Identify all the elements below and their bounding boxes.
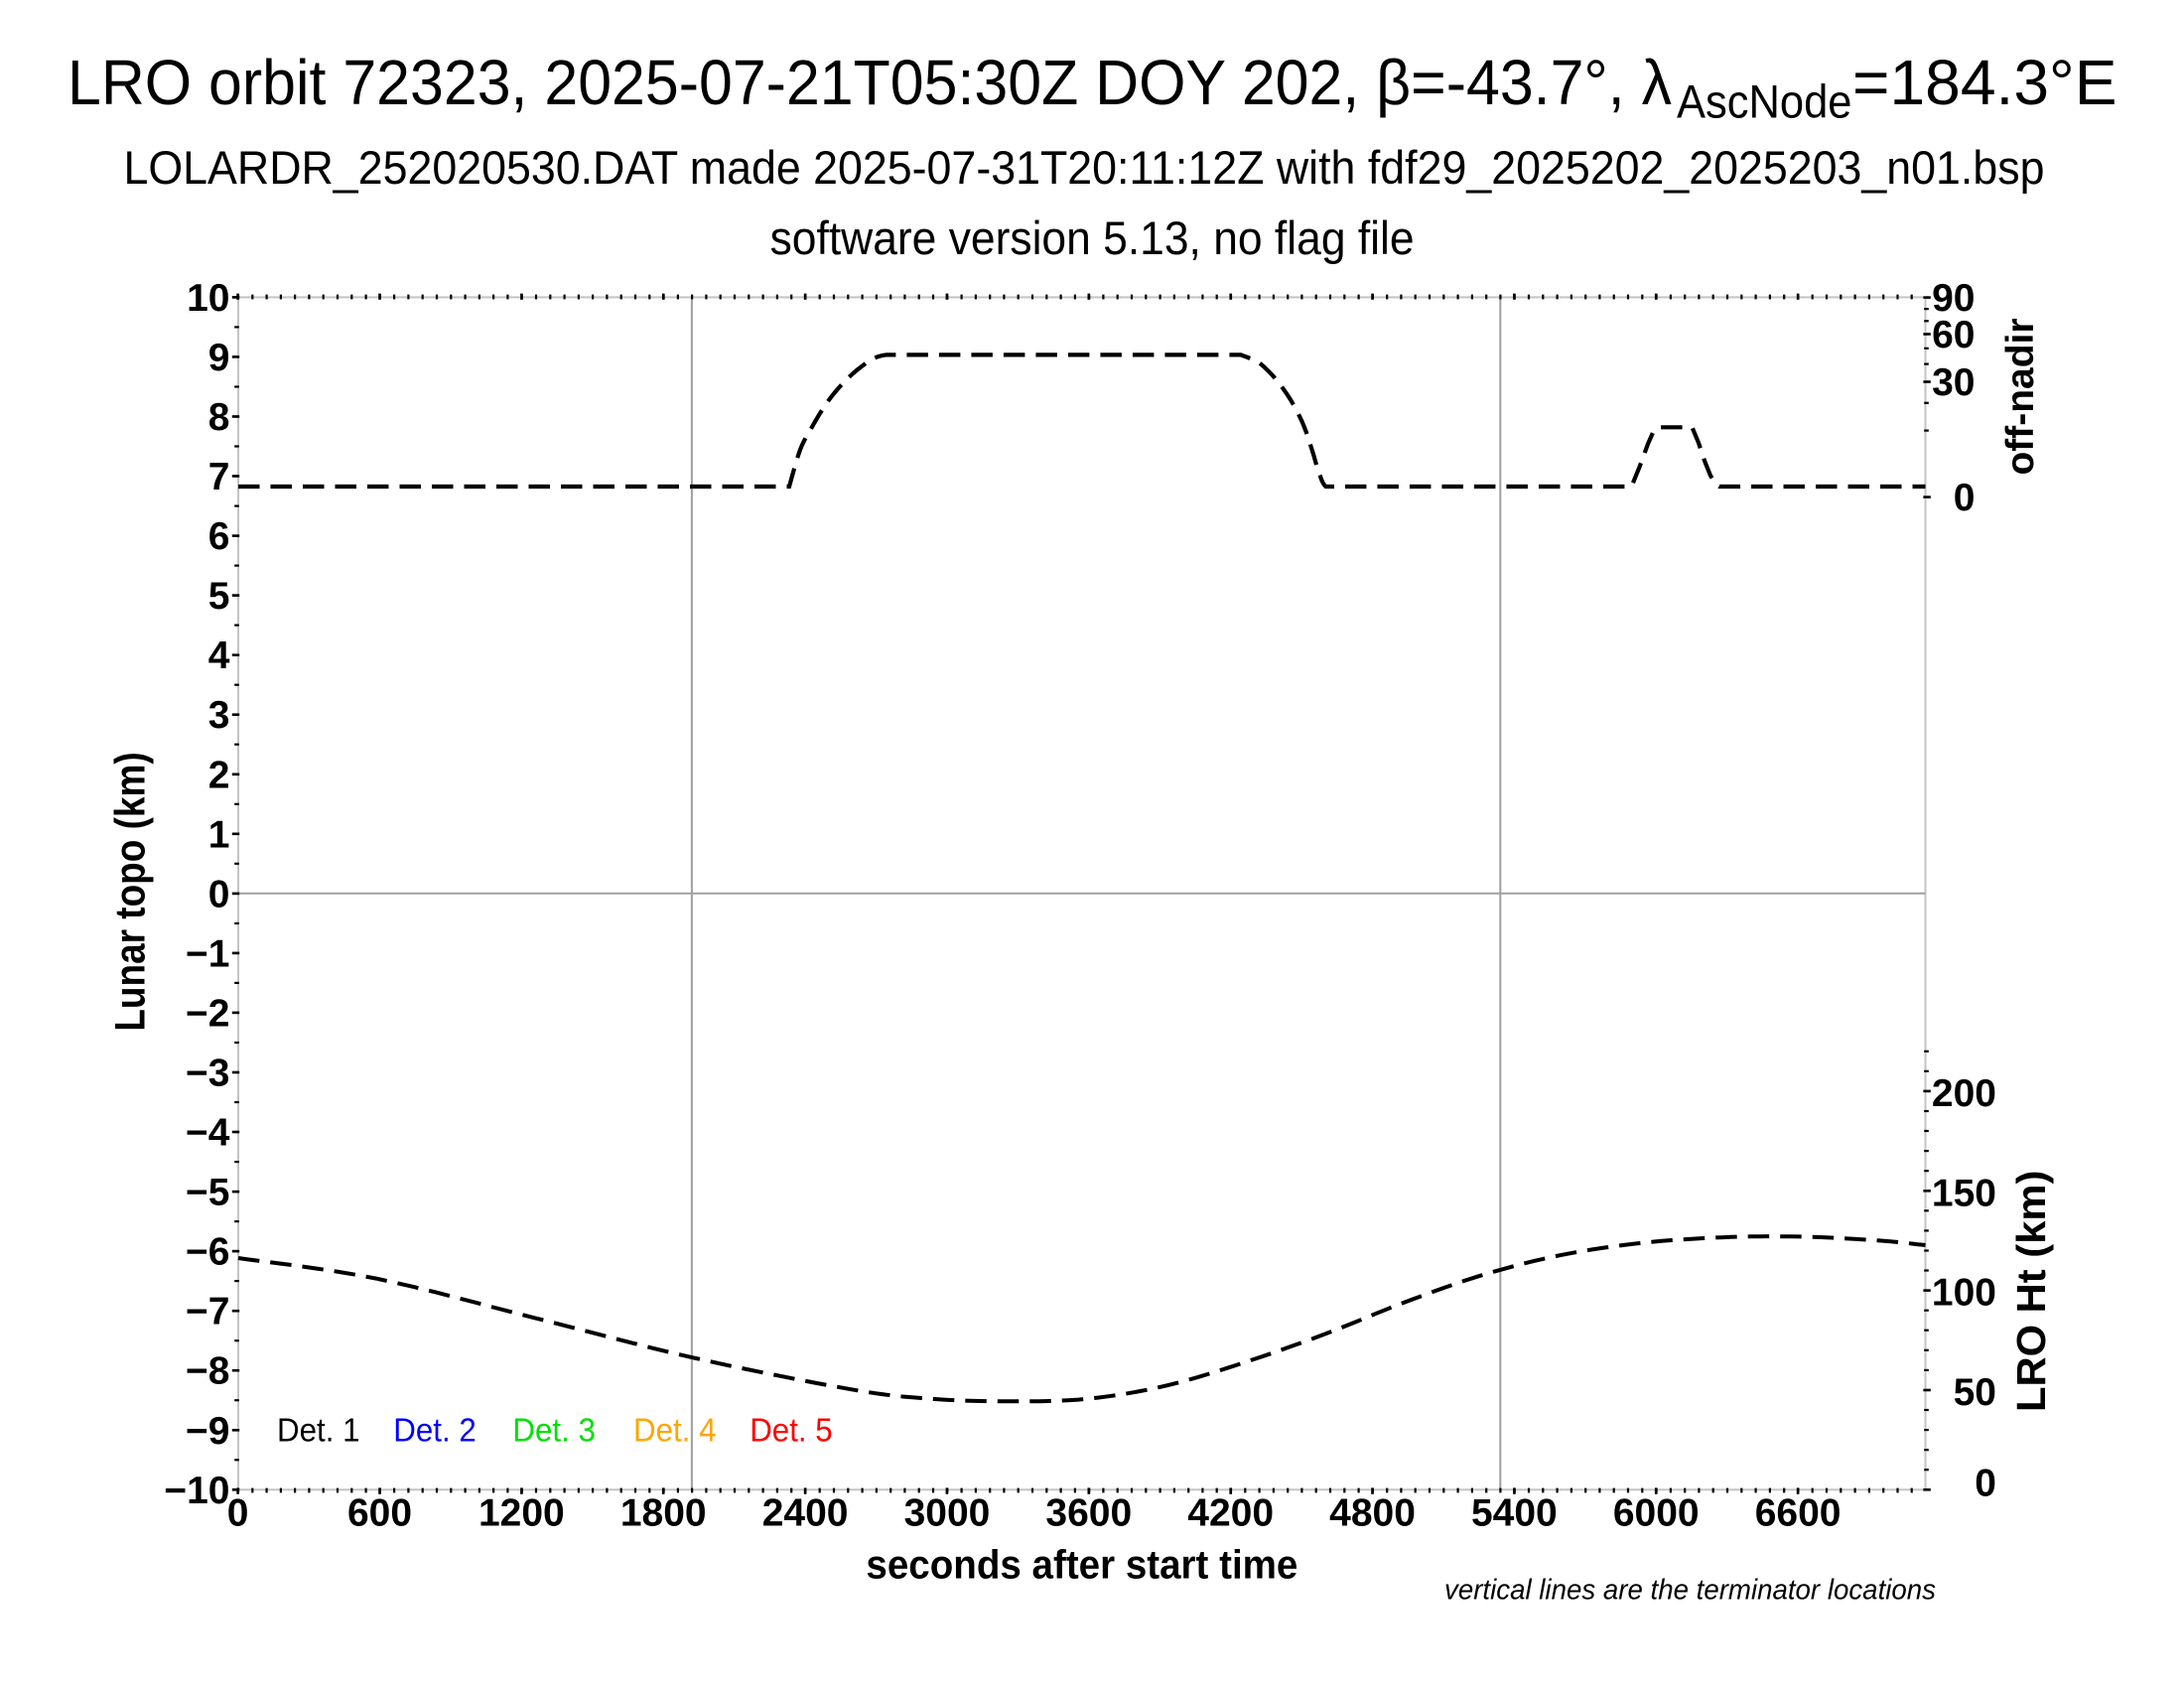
svg-text:7: 7 (208, 456, 230, 498)
svg-text:seconds after start time: seconds after start time (866, 1541, 1297, 1587)
svg-text:−10: −10 (164, 1470, 229, 1512)
svg-text:30: 30 (1932, 361, 1975, 404)
svg-text:LRO orbit 72323, 2025-07-21T05: LRO orbit 72323, 2025-07-21T05:30Z DOY 2… (68, 47, 1672, 118)
svg-text:10: 10 (187, 277, 229, 320)
svg-text:5: 5 (208, 575, 230, 618)
svg-text:software version 5.13, no flag: software version 5.13, no flag file (770, 211, 1415, 264)
svg-text:−8: −8 (186, 1350, 229, 1393)
svg-text:50: 50 (1954, 1371, 1996, 1414)
svg-text:Det. 5: Det. 5 (750, 1412, 833, 1449)
svg-text:150: 150 (1932, 1172, 1996, 1214)
svg-text:0: 0 (1954, 477, 1976, 519)
svg-text:vertical lines are the termina: vertical lines are the terminator locati… (1444, 1575, 1936, 1607)
svg-text:LOLARDR_252020530.DAT made 202: LOLARDR_252020530.DAT made 2025-07-31T20… (124, 141, 2045, 194)
svg-text:1200: 1200 (478, 1491, 565, 1534)
svg-text:off-nadir: off-nadir (1999, 319, 2042, 476)
svg-text:−1: −1 (186, 932, 229, 975)
svg-text:6600: 6600 (1755, 1491, 1842, 1534)
svg-text:3600: 3600 (1045, 1491, 1132, 1534)
svg-text:−4: −4 (186, 1112, 230, 1155)
svg-text:Det. 4: Det. 4 (633, 1412, 717, 1449)
svg-text:8: 8 (208, 396, 230, 439)
svg-text:2400: 2400 (762, 1491, 849, 1534)
svg-text:5400: 5400 (1471, 1491, 1558, 1534)
svg-text:6: 6 (208, 515, 230, 558)
svg-text:0: 0 (227, 1491, 249, 1534)
svg-text:90: 90 (1932, 277, 1975, 320)
svg-text:200: 200 (1932, 1072, 1996, 1115)
svg-text:−9: −9 (186, 1410, 229, 1453)
svg-text:AscNode: AscNode (1677, 75, 1852, 128)
svg-text:3000: 3000 (904, 1491, 991, 1534)
svg-text:2: 2 (208, 754, 230, 796)
svg-text:9: 9 (208, 337, 230, 379)
svg-text:LRO Ht (km): LRO Ht (km) (2008, 1171, 2054, 1412)
svg-text:Det. 1: Det. 1 (277, 1412, 360, 1449)
svg-text:4200: 4200 (1187, 1491, 1274, 1534)
svg-text:6000: 6000 (1613, 1491, 1700, 1534)
svg-text:Det. 2: Det. 2 (393, 1412, 477, 1449)
svg-text:100: 100 (1932, 1272, 1996, 1315)
svg-text:Det. 3: Det. 3 (512, 1412, 596, 1449)
svg-text:60: 60 (1932, 314, 1975, 356)
svg-text:Lunar topo (km): Lunar topo (km) (107, 752, 155, 1031)
svg-text:−3: −3 (186, 1052, 229, 1094)
svg-text:600: 600 (347, 1491, 412, 1534)
svg-text:1800: 1800 (620, 1491, 707, 1534)
svg-text:4: 4 (208, 634, 230, 677)
svg-text:−5: −5 (186, 1172, 229, 1214)
svg-text:1: 1 (208, 813, 230, 856)
svg-text:0: 0 (1975, 1463, 1996, 1505)
svg-text:−6: −6 (186, 1231, 229, 1274)
svg-text:=184.3°E: =184.3°E (1852, 47, 2117, 118)
svg-text:−7: −7 (186, 1291, 229, 1334)
svg-text:0: 0 (208, 873, 230, 915)
svg-text:−2: −2 (186, 992, 229, 1035)
svg-text:4800: 4800 (1329, 1491, 1416, 1534)
svg-text:3: 3 (208, 694, 230, 737)
